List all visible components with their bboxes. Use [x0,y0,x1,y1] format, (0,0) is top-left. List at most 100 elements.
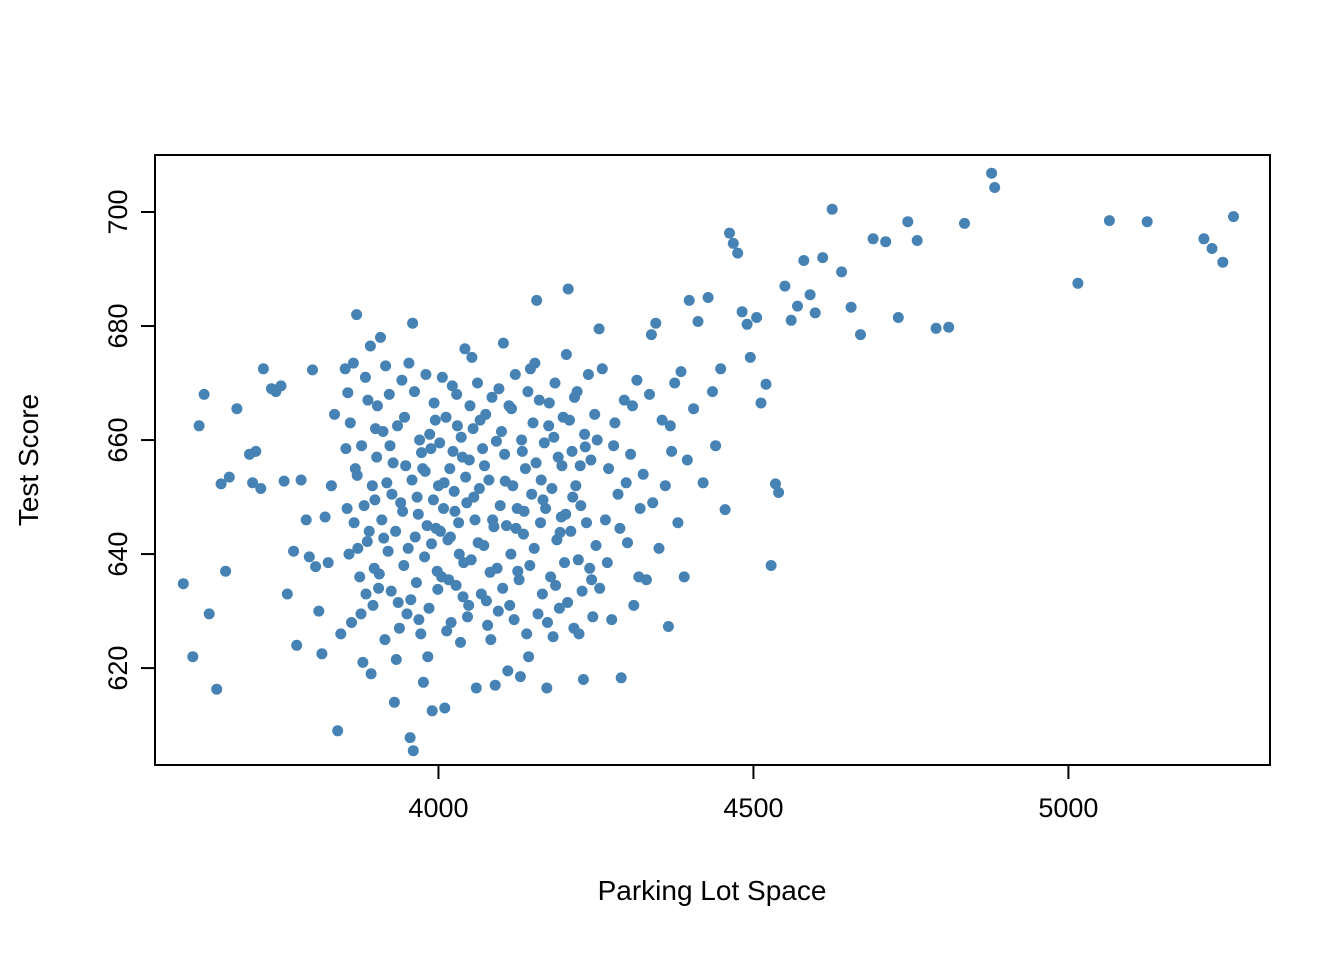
data-point [367,599,379,611]
data-point [463,599,475,611]
data-point [719,504,731,516]
data-point [524,560,536,571]
data-point [434,437,446,449]
data-point [215,478,227,490]
data-point [455,431,467,443]
data-point [943,321,955,333]
data-point [472,377,483,389]
data-point [432,583,444,595]
data-point [485,634,497,646]
data-point [247,477,259,489]
data-point [650,317,662,329]
data-point [560,349,572,360]
data-point [612,488,624,500]
data-point [577,674,589,685]
data-point [409,531,421,543]
data-point [531,294,543,306]
data-point [340,443,352,455]
data-point [347,357,359,369]
data-point [536,588,548,600]
data-point [779,280,791,292]
data-point [397,505,409,517]
data-point [400,460,412,472]
x-tick-label: 4000 [408,793,468,823]
data-point [348,517,360,529]
data-point [688,403,700,415]
data-point [444,463,456,475]
data-point [809,307,821,319]
data-point [755,397,767,409]
data-point [365,668,377,680]
data-point [569,391,580,403]
data-point [505,548,517,560]
data-point [482,619,494,631]
data-point [543,420,555,432]
data-point [438,477,450,489]
data-point [357,656,369,668]
data-point [744,351,756,363]
data-point [710,440,722,452]
data-point [211,683,223,695]
data-point [715,363,727,375]
data-point [387,457,399,469]
data-point [565,525,577,537]
data-point [384,440,396,452]
y-tick-label: 680 [103,303,133,348]
data-point [303,551,315,563]
data-point [548,431,560,443]
data-point [354,571,366,583]
data-point [622,537,633,549]
data-point [453,548,465,560]
data-point [449,505,461,517]
data-point [523,651,535,663]
data-point [986,167,998,179]
data-point [545,571,557,583]
data-point [542,617,553,628]
data-point [477,443,489,455]
data-point [455,636,466,648]
data-point [371,451,383,463]
data-point [509,369,521,380]
data-point [447,445,459,457]
data-point [462,611,473,623]
data-point [491,562,503,574]
data-point [401,608,413,620]
x-axis-label: Parking Lot Space [598,875,827,906]
data-point [322,557,334,569]
data-point [543,397,555,409]
data-point [625,448,637,460]
data-point [572,554,584,566]
data-point [570,480,582,492]
data-point [490,435,502,447]
data-point [203,608,215,620]
data-point [546,483,558,494]
data-point [377,426,389,437]
data-point [601,557,613,569]
y-axis-ticks: 620 640 660 680 700 [103,189,155,691]
data-point [499,475,511,487]
data-point [562,283,574,295]
data-point [414,434,426,446]
data-point [381,477,393,489]
data-point [637,468,649,480]
data-point [606,614,618,626]
data-point [346,617,357,628]
data-point [541,682,553,694]
data-point [404,732,416,744]
data-point [510,522,522,534]
data-point [855,329,866,341]
data-point [351,309,363,321]
data-point [417,676,429,688]
data-point [453,517,465,529]
data-point [880,236,892,248]
data-point [444,531,456,543]
data-point [392,420,403,432]
data-point [559,557,570,569]
data-point [440,411,452,423]
data-point [1198,233,1210,245]
data-point [552,451,564,463]
data-point [596,363,608,375]
data-point [581,517,592,529]
data-point [422,651,434,663]
